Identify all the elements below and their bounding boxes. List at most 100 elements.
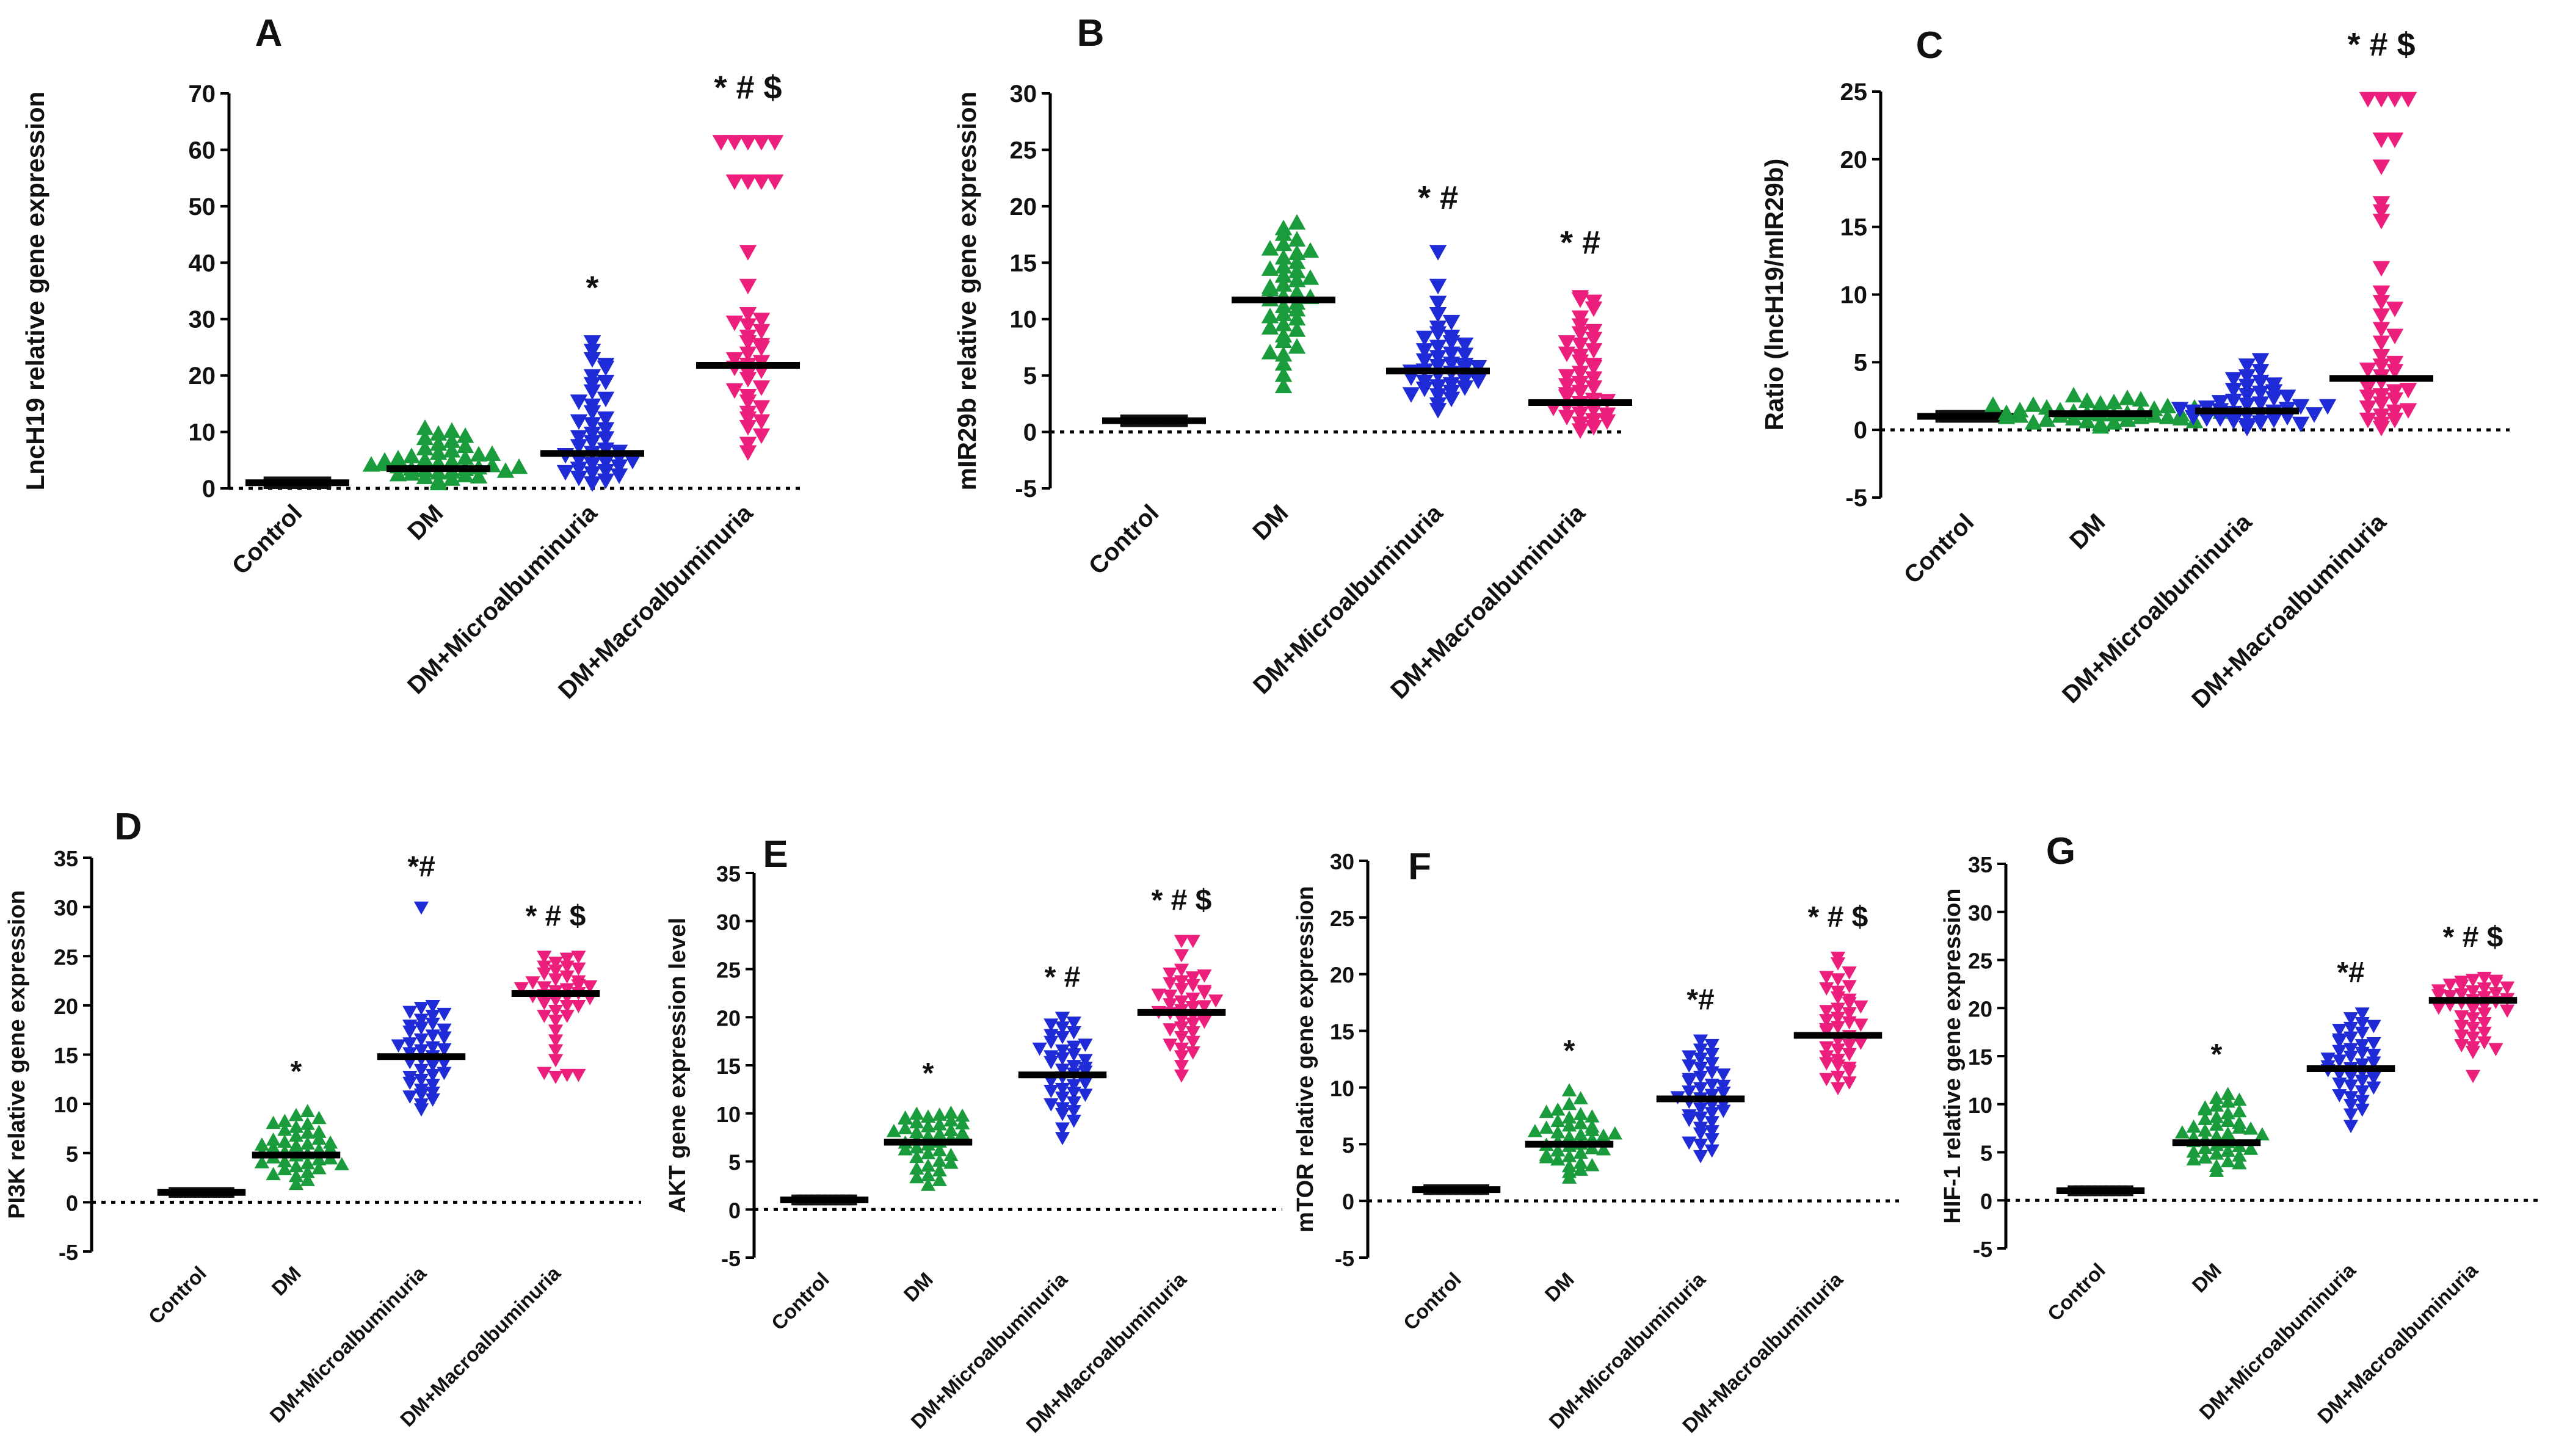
data-point — [425, 1010, 440, 1023]
data-point — [1561, 1083, 1577, 1096]
data-point — [2078, 392, 2096, 408]
data-point — [2366, 1020, 2381, 1034]
data-point — [1066, 1026, 1081, 1040]
data-point — [1842, 966, 1857, 980]
data-point — [1288, 338, 1306, 354]
data-point — [571, 999, 586, 1013]
data-point — [1819, 982, 1834, 996]
significance-annotation: * # — [1045, 961, 1081, 993]
data-point — [2232, 1156, 2247, 1170]
panel-letter: D — [115, 806, 142, 848]
data-point — [582, 980, 598, 994]
data-point — [2198, 1112, 2213, 1125]
data-point — [2343, 1108, 2359, 1122]
data-point — [2186, 1119, 2201, 1133]
significance-annotation: * — [291, 1056, 302, 1088]
data-point — [583, 344, 601, 360]
data-point — [376, 452, 394, 468]
y-tick-label: 15 — [1968, 1045, 1992, 1070]
significance-annotation: * # $ — [1152, 884, 1212, 916]
data-point — [437, 1007, 452, 1021]
data-point — [559, 1068, 575, 1082]
data-point — [416, 451, 434, 467]
y-tick-label: 25 — [1840, 79, 1868, 106]
y-tick-label: 0 — [1023, 419, 1037, 446]
data-point — [537, 951, 552, 964]
data-point — [898, 1110, 913, 1124]
data-point — [1044, 1018, 1059, 1032]
data-point — [1682, 1136, 1697, 1150]
data-point — [1456, 337, 1474, 353]
data-point — [413, 1013, 429, 1027]
data-point — [1550, 1152, 1566, 1166]
data-point — [1185, 1017, 1200, 1031]
data-point — [2499, 1004, 2515, 1018]
data-point — [1163, 1023, 1178, 1037]
data-point — [510, 458, 528, 474]
y-tick-label: 5 — [1342, 1132, 1354, 1157]
data-point — [2209, 1098, 2224, 1112]
data-point — [277, 1122, 292, 1136]
data-point — [1174, 949, 1189, 963]
data-point — [1598, 407, 1616, 423]
data-point — [1274, 305, 1293, 321]
data-point — [1585, 403, 1603, 419]
data-point — [437, 1031, 452, 1045]
data-point — [2372, 159, 2391, 175]
data-point — [437, 1057, 452, 1071]
data-point — [429, 425, 448, 441]
data-point — [288, 1159, 304, 1173]
data-point — [1208, 994, 1224, 1008]
data-point — [2238, 358, 2256, 374]
data-point — [1571, 337, 1589, 353]
y-tick-label: 30 — [189, 306, 216, 333]
data-point — [322, 1135, 338, 1149]
data-point — [1442, 314, 1461, 331]
data-point — [1442, 329, 1461, 346]
data-point — [1704, 1144, 1719, 1158]
data-point — [2366, 1056, 2381, 1070]
data-point — [2211, 395, 2229, 411]
data-point — [1561, 1159, 1577, 1173]
data-point — [1842, 1016, 1857, 1030]
data-point — [1055, 1082, 1070, 1096]
data-point — [1550, 1125, 1566, 1139]
data-point — [2243, 1142, 2259, 1155]
data-point — [1682, 1050, 1697, 1064]
data-point — [1830, 1082, 1846, 1096]
data-point — [2465, 1031, 2481, 1045]
data-point — [739, 388, 757, 405]
data-point — [413, 1098, 429, 1112]
data-point — [739, 419, 757, 436]
data-point — [583, 476, 601, 492]
y-tick-label: 0 — [1342, 1189, 1354, 1214]
data-point — [389, 465, 407, 482]
data-point — [1573, 1162, 1588, 1176]
data-point — [1830, 1021, 1846, 1034]
data-point — [2386, 364, 2404, 380]
data-point — [597, 358, 615, 374]
y-tick-label: 20 — [1330, 963, 1354, 988]
data-point — [2118, 389, 2137, 405]
data-point — [2220, 1154, 2235, 1168]
data-point — [1429, 388, 1447, 404]
data-point — [571, 962, 586, 976]
data-point — [2488, 974, 2503, 988]
data-point — [1571, 310, 1589, 327]
data-point — [2209, 1090, 2224, 1104]
data-point — [470, 446, 488, 462]
data-point — [2354, 1074, 2370, 1088]
data-point — [2499, 981, 2515, 995]
data-point — [1585, 331, 1603, 348]
data-point — [470, 468, 488, 484]
data-point — [1585, 294, 1603, 311]
data-point — [712, 135, 730, 151]
data-point — [443, 441, 461, 458]
data-point — [1830, 951, 1846, 965]
data-point — [1288, 310, 1306, 326]
panel-letter: A — [255, 12, 283, 54]
data-point — [752, 414, 771, 430]
data-point — [1261, 344, 1279, 360]
data-point — [1066, 1087, 1081, 1100]
data-point — [2305, 407, 2323, 423]
